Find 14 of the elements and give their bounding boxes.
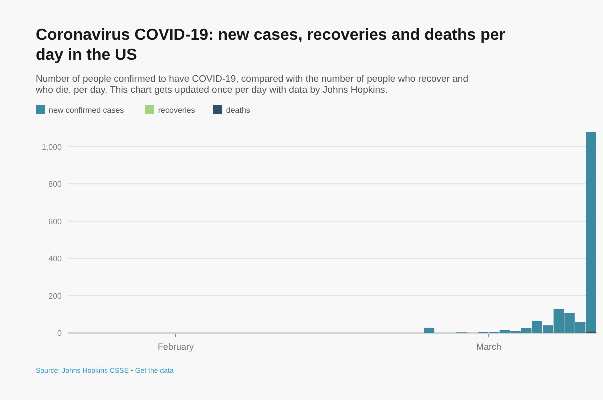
y-tick-label: 600 <box>48 217 63 226</box>
y-tick-label: 200 <box>48 292 63 301</box>
legend-label: new confirmed cases <box>49 106 124 115</box>
y-tick-label: 0 <box>58 329 63 338</box>
y-tick-label: 1,000 <box>42 142 63 152</box>
y-tick-label: 400 <box>48 254 63 264</box>
y-tick-label: 800 <box>48 180 63 190</box>
chart-subtitle: Number of people confirmed to have COVID-19, compared with the number of people who recover and who die, per day. This chart gets updated once per day with data by Johns Hopkins. <box>35 74 468 96</box>
x-tick-label: February <box>158 342 194 352</box>
x-tick-label: March <box>476 342 502 352</box>
chart-title: Coronavirus COVID-19: new cases, recoveries and deaths per day in the US <box>36 27 506 64</box>
legend-label: deaths <box>226 106 250 115</box>
bar <box>424 328 435 333</box>
legend-label: recoveries <box>158 106 196 115</box>
